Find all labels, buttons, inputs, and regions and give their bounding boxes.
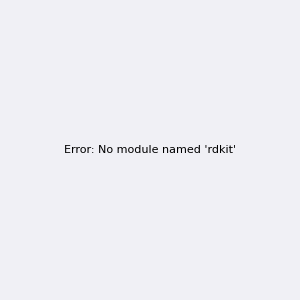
Text: Error: No module named 'rdkit': Error: No module named 'rdkit' <box>64 145 236 155</box>
